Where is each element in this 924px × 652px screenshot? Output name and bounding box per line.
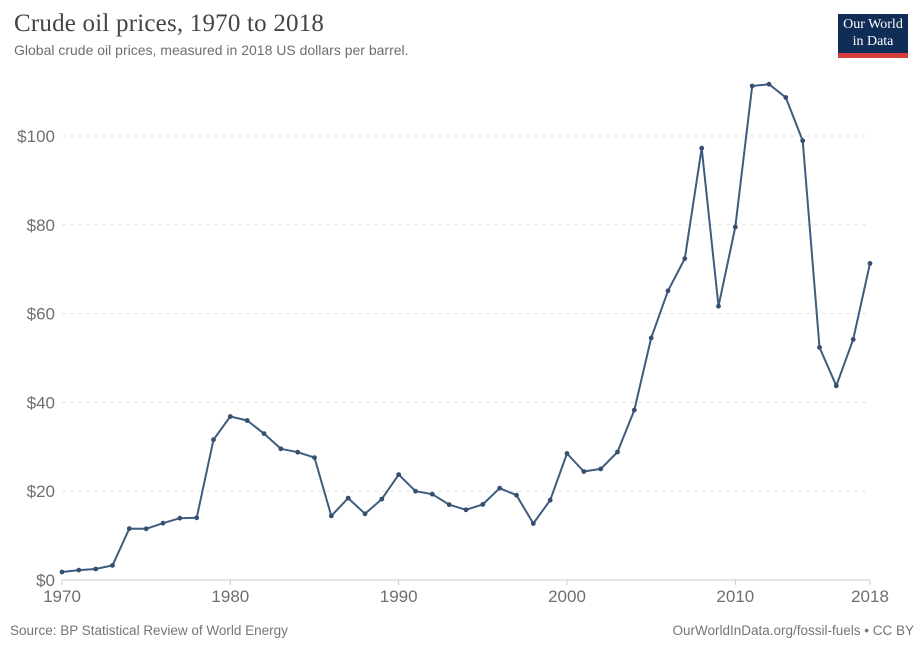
data-point: [817, 345, 822, 350]
data-point: [345, 495, 351, 501]
x-axis-tick-label: 1980: [211, 587, 249, 606]
data-point: [783, 95, 789, 100]
y-axis-tick-label: $80: [27, 216, 55, 235]
data-point: [429, 491, 435, 497]
x-axis-tick-label: 2018: [851, 587, 889, 606]
y-axis-tick-label: $60: [27, 305, 55, 324]
data-point: [396, 472, 402, 477]
data-point: [312, 455, 317, 460]
data-point: [732, 224, 738, 230]
data-point: [211, 437, 216, 443]
data-point: [177, 515, 183, 521]
data-point: [665, 288, 671, 294]
data-point: [413, 488, 418, 494]
data-point: [227, 414, 233, 419]
data-point: [446, 502, 452, 508]
license-link[interactable]: OurWorldInData.org/fossil-fuels • CC BY: [672, 623, 914, 638]
data-point: [682, 256, 688, 261]
chart-subtitle: Global crude oil prices, measured in 201…: [14, 42, 409, 58]
data-point: [615, 449, 620, 455]
owid-logo-red-bar: [838, 53, 908, 58]
data-point: [648, 335, 654, 341]
x-axis-tick-label: 1970: [43, 587, 81, 606]
data-point: [530, 521, 536, 526]
data-point: [564, 451, 570, 456]
owid-logo[interactable]: Our World in Data: [838, 14, 908, 58]
data-point: [514, 492, 519, 498]
data-point: [93, 566, 99, 572]
data-point: [867, 261, 873, 266]
data-point: [194, 515, 200, 521]
source-note: Source: BP Statistical Review of World E…: [10, 623, 288, 638]
data-point: [295, 449, 301, 455]
data-point: [110, 563, 115, 568]
data-point: [59, 569, 65, 575]
x-axis-tick-label: 2000: [548, 587, 586, 606]
data-point: [278, 446, 284, 452]
data-point: [800, 138, 806, 144]
x-axis-tick-label: 1990: [380, 587, 418, 606]
data-point: [463, 507, 469, 513]
chart-footer: Source: BP Statistical Review of World E…: [10, 623, 914, 638]
y-axis-tick-label: $100: [17, 127, 55, 146]
data-point: [379, 496, 385, 502]
y-axis-tick-label: $40: [27, 393, 55, 412]
data-point: [362, 511, 368, 517]
data-point: [581, 469, 587, 474]
y-axis-tick-label: $20: [27, 482, 55, 501]
y-axis-tick-label: $0: [36, 571, 55, 590]
data-point: [480, 502, 486, 507]
data-point: [850, 337, 856, 342]
data-point: [497, 485, 503, 491]
data-point: [631, 407, 637, 413]
data-point: [126, 526, 132, 531]
x-axis-tick-label: 2010: [716, 587, 754, 606]
data-point: [244, 418, 250, 423]
data-point: [76, 567, 82, 573]
data-point: [716, 303, 721, 309]
data-point: [143, 526, 149, 532]
data-point: [261, 431, 267, 436]
owid-logo-text-line1: Our World: [843, 16, 903, 32]
data-point: [547, 497, 553, 503]
data-point: [749, 83, 755, 89]
data-point: [328, 513, 334, 519]
data-point: [766, 81, 772, 87]
series-line: [61, 83, 871, 573]
owid-logo-text-line2: in Data: [852, 33, 894, 49]
chart-title: Crude oil prices, 1970 to 2018: [14, 10, 325, 37]
data-point: [699, 145, 705, 151]
chart-header: Crude oil prices, 1970 to 2018 Global cr…: [14, 10, 804, 59]
data-point: [833, 383, 839, 389]
data-point: [598, 466, 604, 472]
data-point: [160, 520, 166, 526]
